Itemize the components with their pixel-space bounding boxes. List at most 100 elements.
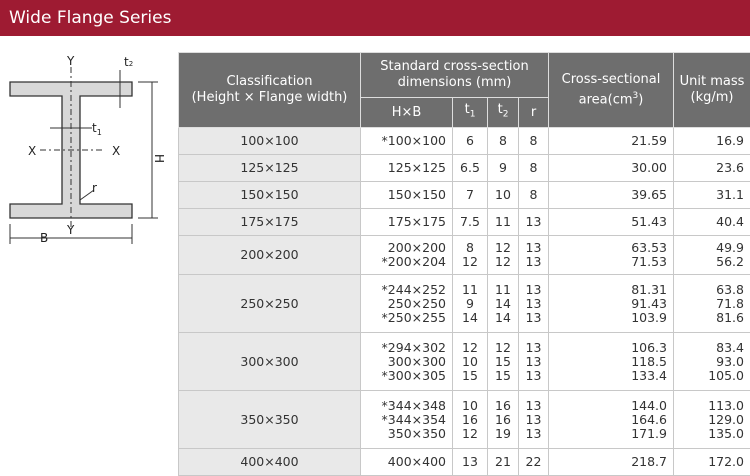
classification-cell: 400×400: [179, 449, 361, 476]
label-y: Y: [66, 223, 75, 237]
classification-cell: 150×150: [179, 182, 361, 209]
cell-value: 13: [519, 241, 548, 255]
cell-value: 39.65: [555, 188, 667, 202]
data-cell: 10: [488, 182, 519, 209]
cell-value: 7: [453, 188, 487, 202]
cell-value: 13: [519, 311, 548, 325]
text: Standard cross-section: [362, 59, 547, 75]
cell-value: 21.59: [555, 134, 667, 148]
text: ): [638, 92, 643, 107]
cell-value: *344×348: [367, 399, 446, 413]
cell-value: 30.00: [555, 161, 667, 175]
cell-value: 172.0: [680, 455, 744, 469]
label-t2: t2: [124, 55, 133, 69]
cell-value: 13: [519, 413, 548, 427]
data-cell: 13: [519, 209, 549, 236]
data-cell: 6.5: [453, 155, 488, 182]
label-b: B: [40, 231, 48, 245]
cell-value: *244×252: [367, 283, 446, 297]
data-cell: 21: [488, 449, 519, 476]
label-x: X: [112, 144, 120, 158]
header-title: Wide Flange Series: [0, 0, 750, 36]
cell-value: 12: [488, 255, 518, 269]
header-cell: Classification(Height × Flange width): [179, 53, 361, 128]
cell-value: 200×200: [367, 241, 446, 255]
cell-value: 23.6: [680, 161, 744, 175]
cell-value: 12: [488, 241, 518, 255]
cell-value: 125×125: [367, 161, 446, 175]
cell-value: 13: [519, 283, 548, 297]
data-cell: 6: [453, 128, 488, 155]
label-t1: t1: [92, 121, 102, 137]
data-cell: 400×400: [361, 449, 453, 476]
data-cell: 21.59: [549, 128, 674, 155]
cell-value: 16: [488, 399, 518, 413]
cell-value: 129.0: [680, 413, 744, 427]
data-cell: 7.5: [453, 209, 488, 236]
cell-value: 350×350: [367, 427, 446, 441]
data-cell: 40.4: [674, 209, 750, 236]
cell-value: *200×204: [367, 255, 446, 269]
cell-value: 13: [519, 355, 548, 369]
text: dimensions (mm): [362, 75, 547, 91]
cell-value: 106.3: [555, 341, 667, 355]
cell-value: 13: [519, 215, 548, 229]
classification-cell: 250×250: [179, 275, 361, 333]
data-cell: 13: [453, 449, 488, 476]
cell-value: *100×100: [367, 134, 446, 148]
cell-value: 22: [519, 455, 548, 469]
cell-value: 63.53: [555, 241, 667, 255]
classification-cell: 175×175: [179, 209, 361, 236]
cell-value: 51.43: [555, 215, 667, 229]
classification-cell: 200×200: [179, 236, 361, 275]
data-cell: *100×100: [361, 128, 453, 155]
cell-value: 16: [453, 413, 487, 427]
cell-value: 7.5: [453, 215, 487, 229]
cell-value: 113.0: [680, 399, 744, 413]
data-cell: 175×175: [361, 209, 453, 236]
label-r: r: [92, 181, 97, 195]
cell-value: 13: [519, 255, 548, 269]
cell-value: 144.0: [555, 399, 667, 413]
cell-value: 14: [488, 297, 518, 311]
sub: 1: [97, 128, 102, 137]
text: Cross-sectional: [550, 72, 672, 88]
cell-value: 71.8: [680, 297, 744, 311]
cell-value: 13: [519, 341, 548, 355]
data-cell: 7: [453, 182, 488, 209]
cell-value: 8: [519, 188, 548, 202]
data-cell: 11: [488, 209, 519, 236]
cell-value: 164.6: [555, 413, 667, 427]
cell-value: 6.5: [453, 161, 487, 175]
text: Unit mass: [675, 74, 749, 90]
text: (kg/m): [675, 90, 749, 106]
data-cell: 9: [488, 155, 519, 182]
text: area(cm3): [550, 88, 672, 108]
cell-value: 14: [488, 311, 518, 325]
cell-value: 171.9: [555, 427, 667, 441]
data-cell: 8: [519, 155, 549, 182]
classification-cell: 125×125: [179, 155, 361, 182]
header-cell: t1: [453, 98, 488, 128]
cell-value: 118.5: [555, 355, 667, 369]
data-cell: 200×200*200×204: [361, 236, 453, 275]
data-cell: 16.9: [674, 128, 750, 155]
cell-value: 150×150: [367, 188, 446, 202]
spec-table: Classification(Height × Flange width) St…: [178, 52, 750, 476]
cell-value: 8: [453, 241, 487, 255]
